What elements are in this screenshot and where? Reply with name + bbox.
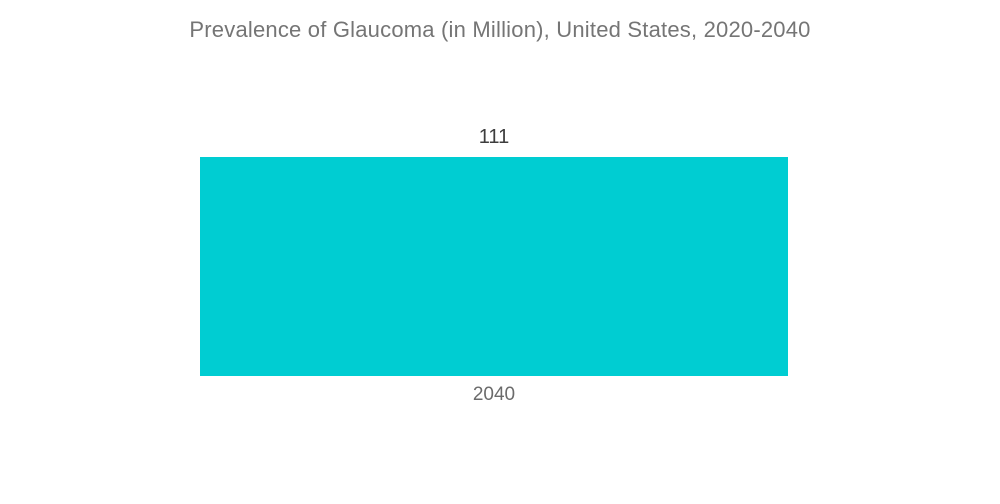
plot-area	[200, 157, 788, 376]
x-axis-label-2040: 2040	[472, 384, 516, 405]
bar-value-label: 111	[478, 126, 510, 148]
bar-2040	[200, 157, 788, 376]
chart-title: Prevalence of Glaucoma (in Million), Uni…	[189, 17, 811, 42]
